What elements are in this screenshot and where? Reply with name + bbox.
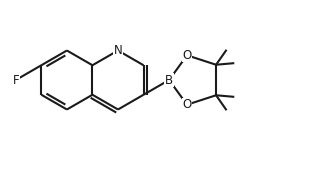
- Text: F: F: [12, 73, 19, 87]
- Text: B: B: [165, 73, 173, 87]
- Text: N: N: [114, 44, 122, 57]
- Text: O: O: [183, 98, 192, 111]
- Text: O: O: [183, 49, 192, 62]
